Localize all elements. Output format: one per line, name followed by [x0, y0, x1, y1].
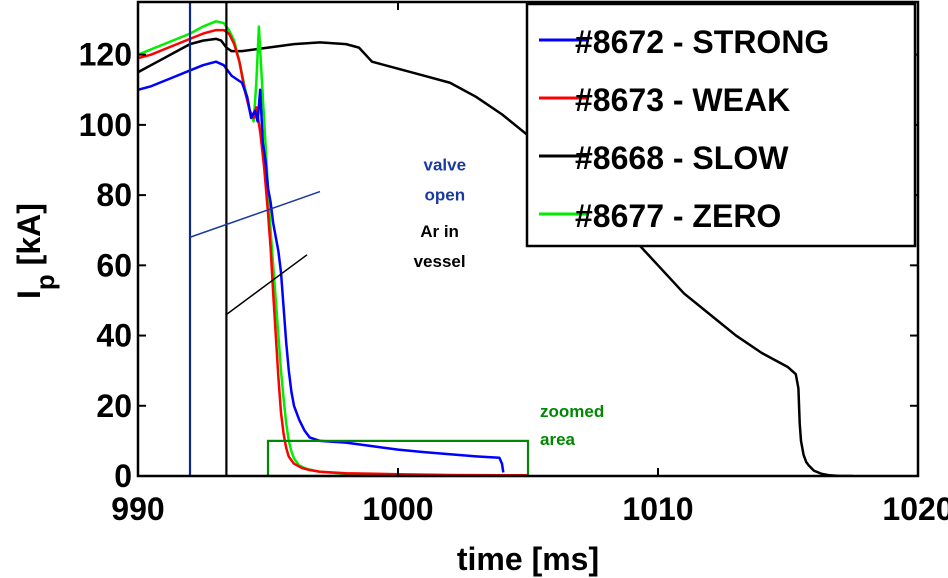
- ar-in-vessel-annotation-line-0: Ar in: [420, 222, 459, 241]
- legend-label-0: #8672 - STRONG: [575, 24, 829, 60]
- valve-open-annotation-line-0: valve: [424, 156, 467, 175]
- x-tick-label-1020: 1020: [882, 491, 948, 527]
- x-tick-label-1000: 1000: [362, 491, 433, 527]
- markers-layer: [188, 2, 228, 476]
- x-tick-label-1010: 1010: [622, 491, 693, 527]
- series-line-8672-strong: [138, 60, 505, 473]
- legend-label-3: #8677 - ZERO: [575, 198, 781, 234]
- y-axis-label-sub: p: [30, 274, 60, 290]
- axis-labels-layer: time [ms] Ip [kA]: [11, 203, 599, 577]
- valve-open-annotation-line-1: open: [424, 186, 465, 205]
- plot-frame: [136, 0, 920, 478]
- ar-in-vessel-annotation-line-1: vessel: [414, 252, 466, 271]
- y-tick-label-60: 60: [96, 247, 132, 283]
- y-axis-label-main: I: [11, 290, 47, 299]
- valve-open-annotation-pointer: [189, 190, 321, 238]
- legend-label-2: #8668 - SLOW: [575, 140, 789, 176]
- y-tick-label-40: 40: [96, 318, 132, 354]
- y-tick-label-0: 0: [114, 458, 132, 494]
- y-tick-label-120: 120: [79, 37, 132, 73]
- legend-label-1: #8673 - WEAK: [575, 82, 790, 118]
- legend: #8672 - STRONG #8673 - WEAK #8668 - SLOW #8…: [525, 2, 917, 248]
- y-tick-label-100: 100: [79, 107, 132, 143]
- x-tick-label-990: 990: [111, 491, 164, 527]
- y-tick-label-20: 20: [96, 388, 132, 424]
- legend-box: [525, 2, 917, 248]
- series-line-8673-weak: [138, 28, 528, 476]
- ar-in-vessel-annotation-pointer: [225, 254, 308, 316]
- x-axis-label: time [ms]: [457, 541, 599, 577]
- zoomed-area-label-1: area: [540, 430, 576, 449]
- axes-layer: 990 1000 1010 1020 0 20 40 60 80 100 120: [79, 0, 948, 527]
- y-axis-label: Ip [kA]: [11, 203, 60, 299]
- y-tick-label-80: 80: [96, 177, 132, 213]
- y-axis-label-unit: [kA]: [11, 203, 47, 274]
- zoomed-area-label-0: zoomed: [540, 402, 604, 421]
